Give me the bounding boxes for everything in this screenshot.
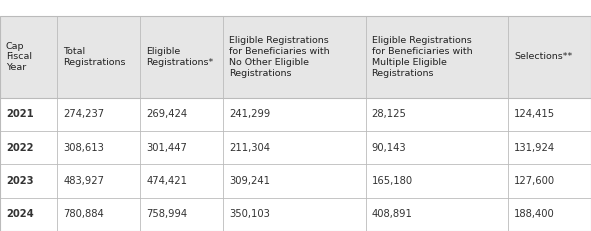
Bar bbox=[0, 0, 591, 16]
Text: 131,924: 131,924 bbox=[514, 143, 555, 153]
Text: Cap
Fiscal
Year: Cap Fiscal Year bbox=[6, 42, 32, 72]
Text: 483,927: 483,927 bbox=[63, 176, 105, 186]
Text: 241,299: 241,299 bbox=[229, 109, 271, 119]
Text: 269,424: 269,424 bbox=[147, 109, 187, 119]
Text: 350,103: 350,103 bbox=[229, 209, 270, 219]
Text: 2023: 2023 bbox=[6, 176, 34, 186]
Text: 308,613: 308,613 bbox=[63, 143, 104, 153]
Bar bbox=[0, 131, 591, 164]
Text: 2024: 2024 bbox=[6, 209, 34, 219]
Text: Selections**: Selections** bbox=[514, 52, 572, 61]
Text: Eligible Registrations
for Beneficiaries with
No Other Eligible
Registrations: Eligible Registrations for Beneficiaries… bbox=[229, 36, 330, 78]
Bar bbox=[0, 16, 591, 98]
Text: 408,891: 408,891 bbox=[372, 209, 413, 219]
Text: 274,237: 274,237 bbox=[63, 109, 105, 119]
Text: 127,600: 127,600 bbox=[514, 176, 555, 186]
Bar bbox=[0, 164, 591, 198]
Text: 2021: 2021 bbox=[6, 109, 34, 119]
Text: 474,421: 474,421 bbox=[147, 176, 187, 186]
Text: Eligible Registrations
for Beneficiaries with
Multiple Eligible
Registrations: Eligible Registrations for Beneficiaries… bbox=[372, 36, 472, 78]
Text: Total
Registrations: Total Registrations bbox=[63, 47, 126, 67]
Bar bbox=[0, 98, 591, 131]
Text: 2022: 2022 bbox=[6, 143, 34, 153]
Text: Eligible
Registrations*: Eligible Registrations* bbox=[147, 47, 213, 67]
Text: 211,304: 211,304 bbox=[229, 143, 270, 153]
Text: 28,125: 28,125 bbox=[372, 109, 407, 119]
Text: 309,241: 309,241 bbox=[229, 176, 270, 186]
Text: 188,400: 188,400 bbox=[514, 209, 555, 219]
Bar bbox=[0, 198, 591, 231]
Text: 301,447: 301,447 bbox=[147, 143, 187, 153]
Text: 780,884: 780,884 bbox=[63, 209, 104, 219]
Text: 124,415: 124,415 bbox=[514, 109, 555, 119]
Text: 758,994: 758,994 bbox=[147, 209, 187, 219]
Text: 165,180: 165,180 bbox=[372, 176, 413, 186]
Text: 90,143: 90,143 bbox=[372, 143, 406, 153]
